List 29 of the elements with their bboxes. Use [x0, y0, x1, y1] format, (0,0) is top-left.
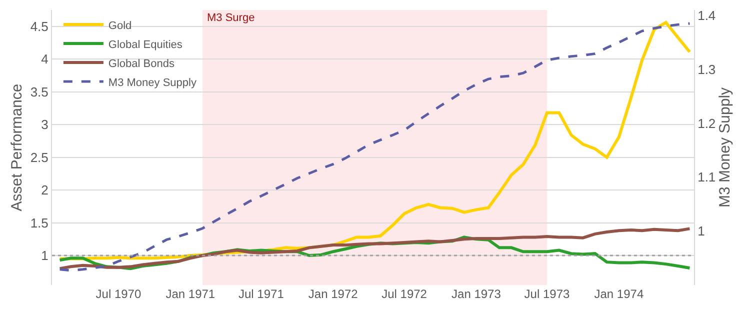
y-tick-label: 3.5 — [30, 84, 48, 100]
y2-tick-label: 1.4 — [698, 8, 716, 23]
band-label: M3 Surge — [207, 12, 255, 24]
x-tick-label: Jul 1971 — [238, 287, 284, 301]
y2-tick-label: 1.3 — [698, 62, 716, 77]
y-axis-title: Asset Performance — [8, 84, 26, 212]
x-tick-label: Jul 1973 — [524, 287, 570, 301]
x-tick-label: Jan 1972 — [308, 287, 358, 301]
y-tick-label: 3 — [41, 117, 48, 132]
x-tick-label: Jul 1970 — [96, 287, 142, 301]
y2-tick-label: 1.1 — [698, 170, 716, 185]
x-tick-label: Jul 1972 — [382, 287, 428, 301]
y-tick-label: 2.5 — [30, 150, 48, 165]
x-tick-label: Jan 1971 — [166, 287, 216, 301]
y-tick-label: 2 — [41, 182, 48, 198]
y2-tick-label: 1.2 — [698, 116, 716, 131]
legend-label: Global Bonds — [108, 58, 175, 70]
legend-label: Global Equities — [108, 38, 183, 51]
line-series — [58, 227, 692, 270]
y2-axis-title: M3 Money Supply — [716, 86, 734, 208]
x-tick-label: Jan 1974 — [594, 287, 644, 301]
legend-label: Gold — [108, 20, 132, 32]
y-tick-label: 4 — [41, 52, 48, 67]
y-tick-label: 1.5 — [30, 215, 48, 230]
y2-tick-label: 1 — [698, 224, 705, 239]
x-tick-label: Jan 1973 — [452, 287, 502, 301]
y-tick-label: 1 — [41, 248, 48, 264]
legend-label: M3 Money Supply — [108, 76, 197, 89]
y-tick-label: 4.5 — [30, 18, 48, 34]
